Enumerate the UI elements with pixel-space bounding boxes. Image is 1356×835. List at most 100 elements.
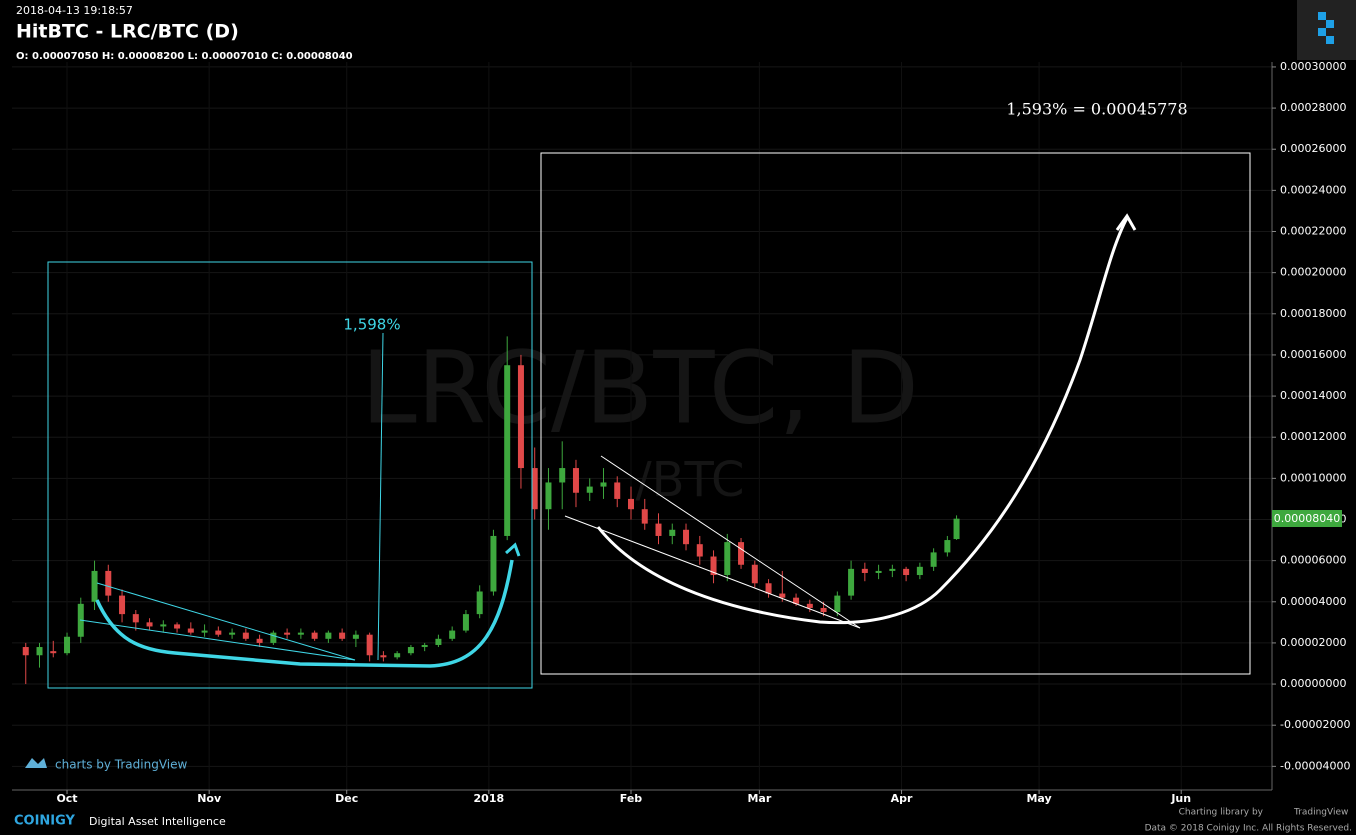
white-arrow: [1115, 213, 1137, 231]
candle-body: [944, 540, 951, 553]
trend-line: [96, 582, 356, 661]
candle-body: [889, 568, 896, 571]
axis-labels: -0.00004000 -0.00002000 0.00000000 0.000020…: [56, 60, 1350, 805]
candle-body: [683, 529, 690, 545]
candle-body: [572, 468, 579, 493]
y-tick-label: 0.00022000: [1280, 225, 1346, 238]
candle-body: [160, 624, 167, 627]
candle-body: [765, 583, 772, 594]
y-tick-label: 0.00026000: [1280, 142, 1346, 155]
candle-body: [531, 468, 538, 510]
candle-body: [201, 630, 208, 633]
candle-body: [270, 632, 277, 643]
candle-body: [586, 486, 593, 493]
candle-body: [600, 482, 607, 487]
cyan-arrow: [505, 542, 521, 557]
candle-body: [476, 591, 483, 615]
candle-body: [462, 614, 469, 631]
x-tick-label: Mar: [747, 792, 771, 805]
x-tick-label: 2018: [474, 792, 505, 805]
candle-body: [449, 630, 456, 639]
candle-body: [953, 518, 960, 540]
candle-body: [242, 632, 249, 639]
candle-body: [517, 365, 524, 469]
candle-body: [284, 632, 291, 635]
y-tick-label: 0.00006000: [1280, 554, 1346, 567]
candle-body: [655, 523, 662, 536]
candle-body: [421, 644, 428, 648]
candle-body: [311, 632, 318, 639]
copyright: Data © 2018 Coinigy Inc. All Rights Rese…: [1145, 824, 1352, 834]
library-name[interactable]: TradingView: [1293, 808, 1348, 818]
x-tick-label: Nov: [197, 792, 222, 805]
candle-body: [861, 568, 868, 573]
candle-body: [559, 468, 566, 483]
candle-body: [793, 597, 800, 604]
trend-line: [564, 515, 861, 629]
candle-body: [22, 647, 29, 656]
measure-line: [377, 332, 384, 661]
x-tick-label: May: [1026, 792, 1051, 805]
y-tick-label: -0.00004000: [1280, 759, 1350, 772]
candle-body: [738, 542, 745, 565]
logo-square: [1318, 28, 1326, 36]
brand: COINIGY: [14, 814, 76, 829]
last-price-box: [1272, 510, 1342, 527]
candle-body: [366, 634, 373, 656]
y-tick-label: 0.00000000: [1280, 677, 1346, 690]
candle-body: [751, 564, 758, 584]
candle-body: [848, 568, 855, 596]
white-box: [540, 152, 1251, 675]
ohlc: O: 0.00007050 H: 0.00008200 L: 0.0000701…: [16, 51, 353, 62]
candle-body: [91, 570, 98, 602]
y-tick-label: 0.00012000: [1280, 430, 1346, 443]
logo-square: [1318, 12, 1326, 20]
candle-body: [50, 651, 57, 654]
candle-body: [297, 632, 304, 635]
x-tick-label: Feb: [620, 792, 643, 805]
y-tick-label: 0.00016000: [1280, 348, 1346, 361]
y-tick-label: 0.00024000: [1280, 183, 1346, 196]
y-tick-label: 0.00030000: [1280, 60, 1346, 73]
candles: [22, 336, 960, 685]
candle-body: [352, 634, 359, 639]
title: HitBTC - LRC/BTC (D): [16, 21, 239, 43]
candle-body: [36, 647, 43, 656]
candle-body: [256, 638, 263, 643]
tv-badge[interactable]: charts by TradingView: [55, 758, 187, 772]
y-tick-label: 0.00020000: [1280, 266, 1346, 279]
candle-body: [806, 603, 813, 608]
candle-body: [669, 529, 676, 536]
candle-body: [64, 636, 71, 654]
grid: [12, 62, 1272, 790]
annotation: 1,598%: [343, 316, 400, 334]
candle-body: [407, 647, 414, 654]
last-price-label: 0.00008040: [1274, 512, 1340, 525]
candle-body: [724, 542, 731, 576]
trend-line: [600, 455, 861, 629]
y-tick-label: 0.00002000: [1280, 636, 1346, 649]
candle-body: [627, 498, 634, 510]
y-tick-label: 0.00004000: [1280, 595, 1346, 608]
x-tick-label: Oct: [56, 792, 77, 805]
y-tick-label: 0.00010000: [1280, 471, 1346, 484]
candle-body: [490, 535, 497, 592]
white-curve: [596, 217, 1129, 625]
candle-body: [380, 655, 387, 658]
watermark: LRC/BTC, D: [361, 329, 919, 446]
x-tick-label: Jun: [1170, 792, 1191, 805]
x-tick-label: Dec: [335, 792, 358, 805]
candle-body: [641, 509, 648, 524]
candle-body: [174, 624, 181, 629]
candle-body: [119, 595, 126, 615]
y-tick-label: 0.00018000: [1280, 307, 1346, 320]
candle-body: [105, 570, 112, 596]
candle-body: [834, 595, 841, 613]
y-tick-label: -0.00002000: [1280, 718, 1350, 731]
candle-body: [146, 622, 153, 627]
candle-body: [325, 632, 332, 639]
logo-square: [1326, 20, 1334, 28]
timestamp: 2018-04-13 19:18:57: [16, 4, 133, 17]
